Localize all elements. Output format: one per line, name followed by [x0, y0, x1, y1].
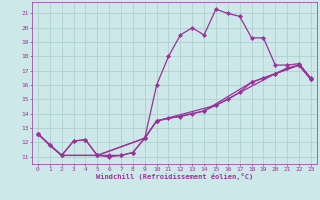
X-axis label: Windchill (Refroidissement éolien,°C): Windchill (Refroidissement éolien,°C): [96, 173, 253, 180]
